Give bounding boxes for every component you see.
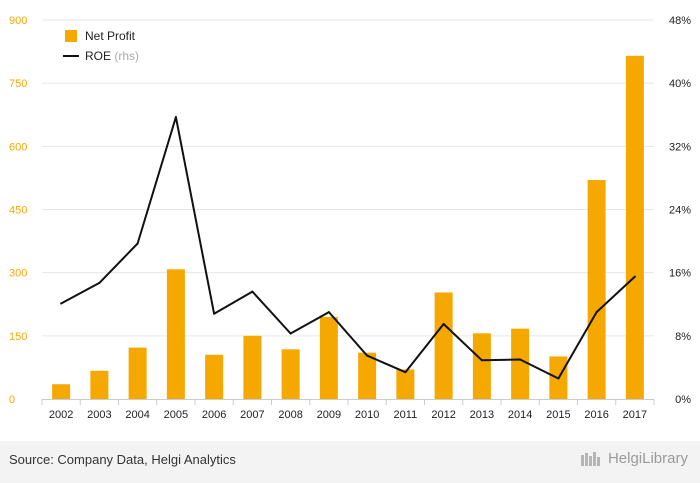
legend-roe-rhs: (rhs) bbox=[114, 49, 139, 63]
footer: Source: Company Data, Helgi Analytics He… bbox=[0, 441, 700, 483]
right-tick-label: 40% bbox=[669, 78, 691, 90]
roe-line-group bbox=[60, 116, 636, 380]
bar-2009 bbox=[319, 316, 338, 399]
x-tick-label: 2012 bbox=[431, 409, 455, 421]
left-tick-label: 150 bbox=[9, 331, 27, 343]
roe-point-2010 bbox=[366, 354, 369, 357]
roe-point-2004 bbox=[136, 242, 139, 245]
bar-2003 bbox=[90, 370, 109, 399]
grid bbox=[42, 19, 654, 337]
right-tick-label: 48% bbox=[669, 15, 691, 27]
right-tick-label: 24% bbox=[669, 205, 691, 217]
legend-roe-label: ROE (rhs) bbox=[85, 49, 139, 63]
roe-point-2014 bbox=[519, 358, 522, 361]
legend-netprofit-label: Net Profit bbox=[85, 29, 136, 43]
roe-point-2008 bbox=[289, 332, 292, 335]
left-axis: 0 150 300 450 600 750 900 bbox=[9, 15, 27, 406]
roe-point-2003 bbox=[98, 281, 101, 284]
roe-point-2002 bbox=[60, 302, 63, 305]
roe-point-2007 bbox=[251, 290, 254, 293]
bar-2005 bbox=[166, 269, 185, 399]
roe-point-2012 bbox=[442, 322, 445, 325]
roe-point-2011 bbox=[404, 371, 407, 374]
roe-point-2006 bbox=[213, 312, 216, 315]
left-tick-label: 300 bbox=[9, 268, 27, 280]
x-tick-label: 2014 bbox=[508, 409, 532, 421]
roe-point-2016 bbox=[595, 311, 598, 314]
source-note: Source: Company Data, Helgi Analytics bbox=[9, 452, 236, 467]
x-tick-label: 2003 bbox=[87, 409, 111, 421]
bar-2010 bbox=[358, 352, 377, 399]
x-tick-label: 2007 bbox=[240, 409, 264, 421]
right-tick-label: 8% bbox=[675, 331, 691, 343]
bar-2002 bbox=[52, 384, 71, 399]
roe-line bbox=[60, 116, 636, 380]
left-tick-label: 900 bbox=[9, 15, 27, 27]
roe-point-2017 bbox=[633, 275, 636, 278]
x-tick-label: 2017 bbox=[623, 409, 647, 421]
bar-2004 bbox=[128, 347, 147, 399]
bar-2006 bbox=[205, 354, 224, 399]
x-tick-label: 2011 bbox=[394, 409, 418, 421]
bar-2012 bbox=[434, 292, 453, 399]
left-tick-label: 0 bbox=[9, 394, 15, 406]
left-tick-label: 600 bbox=[9, 141, 27, 153]
roe-point-2013 bbox=[480, 359, 483, 362]
left-tick-label: 750 bbox=[9, 78, 27, 90]
bar-2017 bbox=[625, 55, 644, 400]
roe-point-2009 bbox=[327, 311, 330, 314]
library-icon bbox=[580, 451, 600, 466]
bar-2013 bbox=[472, 333, 491, 399]
brand-logo: HelgiLibrary bbox=[580, 450, 688, 467]
bar-2011 bbox=[396, 369, 415, 399]
x-tick-label: 2002 bbox=[49, 409, 73, 421]
x-tick-label: 2013 bbox=[470, 409, 494, 421]
right-tick-label: 0% bbox=[675, 394, 691, 406]
x-tick-label: 2004 bbox=[125, 409, 149, 421]
left-tick-label: 450 bbox=[9, 205, 27, 217]
legend-netprofit-swatch bbox=[65, 30, 77, 42]
x-tick-label: 2010 bbox=[355, 409, 379, 421]
bar-2008 bbox=[281, 349, 300, 399]
x-tick-label: 2016 bbox=[584, 409, 608, 421]
roe-point-2015 bbox=[557, 377, 560, 380]
roe-point-2005 bbox=[174, 116, 177, 119]
bar-2007 bbox=[243, 335, 262, 399]
x-tick-label: 2009 bbox=[317, 409, 341, 421]
brand-name: HelgiLibrary bbox=[607, 450, 688, 467]
bar-2014 bbox=[511, 328, 530, 399]
x-tick-label: 2005 bbox=[164, 409, 188, 421]
legend-roe-name: ROE bbox=[85, 49, 111, 63]
x-tick-label: 2008 bbox=[278, 409, 302, 421]
bars bbox=[52, 55, 644, 400]
right-axis: 0% 8% 16% 24% 32% 40% 48% bbox=[669, 15, 691, 406]
x-axis: 2002 2003 2004 2005 2006 2007 2008 2009 2010 2011… bbox=[41, 399, 655, 421]
right-tick-label: 16% bbox=[669, 268, 691, 280]
bar-2016 bbox=[587, 180, 606, 399]
legend: Net Profit ROE (rhs) bbox=[63, 29, 139, 63]
x-tick-label: 2006 bbox=[202, 409, 226, 421]
x-tick-label: 2015 bbox=[546, 409, 570, 421]
right-tick-label: 32% bbox=[669, 141, 691, 153]
